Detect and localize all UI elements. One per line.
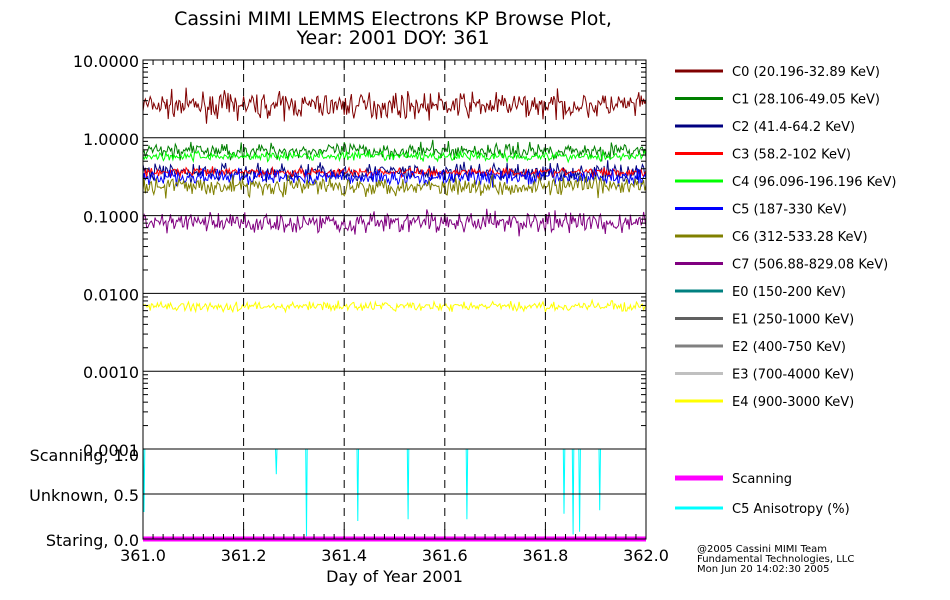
x-tick-label: 361.6 xyxy=(422,546,468,565)
x-tick-label: 361.2 xyxy=(221,546,267,565)
credits-line3: Mon Jun 20 14:02:30 2005 xyxy=(697,564,830,575)
legend-label-E4: E4 (900-3000 KeV) xyxy=(732,395,854,410)
legend-label-C4: C4 (96.096-196.196 KeV) xyxy=(732,175,896,190)
legend-label-C3: C3 (58.2-102 KeV) xyxy=(732,148,851,163)
series-line-E4 xyxy=(142,298,647,315)
series-line-anisotropy xyxy=(142,448,646,537)
x-tick-label: 361.8 xyxy=(522,546,568,565)
legend-label-E2: E2 (400-750 KeV) xyxy=(732,340,846,355)
bottom-y-tick-label: Staring, 0.0 xyxy=(46,531,139,550)
x-tick-label: 361.4 xyxy=(321,546,367,565)
series-line-C0 xyxy=(142,87,647,124)
legend-label-C2: C2 (41.4-64.2 KeV) xyxy=(732,120,855,135)
legend-label-E0: E0 (150-200 KeV) xyxy=(732,285,846,300)
series-line-C7 xyxy=(142,208,647,237)
chart-title-line1: Cassini MIMI LEMMS Electrons KP Browse P… xyxy=(174,8,612,30)
y-tick-label: 0.1000 xyxy=(83,208,139,227)
legend-label-C7: C7 (506.88-829.08 KeV) xyxy=(732,258,888,273)
series-line-C1 xyxy=(142,139,647,162)
y-tick-label: 0.0010 xyxy=(83,363,139,382)
bottom-y-tick-label: Unknown, 0.5 xyxy=(29,486,139,505)
credits-block: @2005 Cassini MIMI Team Fundamental Tech… xyxy=(697,545,854,575)
chart-title-line2: Year: 2001 DOY: 361 xyxy=(296,27,490,49)
x-tick-label: 362.0 xyxy=(623,546,669,565)
legend-label-anisotropy: C5 Anisotropy (%) xyxy=(732,502,850,517)
credits-line1: @2005 Cassini MIMI Team xyxy=(697,544,827,555)
legend-label-E1: E1 (250-1000 KeV) xyxy=(732,313,854,328)
y-tick-label: 1.0000 xyxy=(83,130,139,149)
x-axis-label: Day of Year 2001 xyxy=(326,567,463,586)
series-line-C4 xyxy=(142,149,647,164)
legend-label-C5: C5 (187-330 KeV) xyxy=(732,203,847,218)
y-tick-label: 0.0100 xyxy=(83,285,139,304)
legend-label-C1: C1 (28.106-49.05 KeV) xyxy=(732,93,880,108)
top-panel-frame xyxy=(142,59,647,450)
legend-label-C0: C0 (20.196-32.89 KeV) xyxy=(732,65,880,80)
credits-line2: Fundamental Technologies, LLC xyxy=(697,554,855,565)
legend-label-scanning: Scanning xyxy=(732,472,792,487)
legend-label-E3: E3 (700-4000 KeV) xyxy=(732,368,854,383)
x-tick-label: 361.0 xyxy=(120,546,166,565)
bottom-y-tick-label: Scanning, 1.0 xyxy=(30,446,139,465)
y-tick-label: 0.0001 xyxy=(83,441,139,460)
series-line-C6 xyxy=(142,173,647,199)
y-tick-label: 10.0000 xyxy=(73,52,139,71)
legend-label-C6: C6 (312-533.28 KeV) xyxy=(732,230,868,245)
series-line-C5 xyxy=(142,167,647,188)
series-line-C2 xyxy=(142,160,647,184)
